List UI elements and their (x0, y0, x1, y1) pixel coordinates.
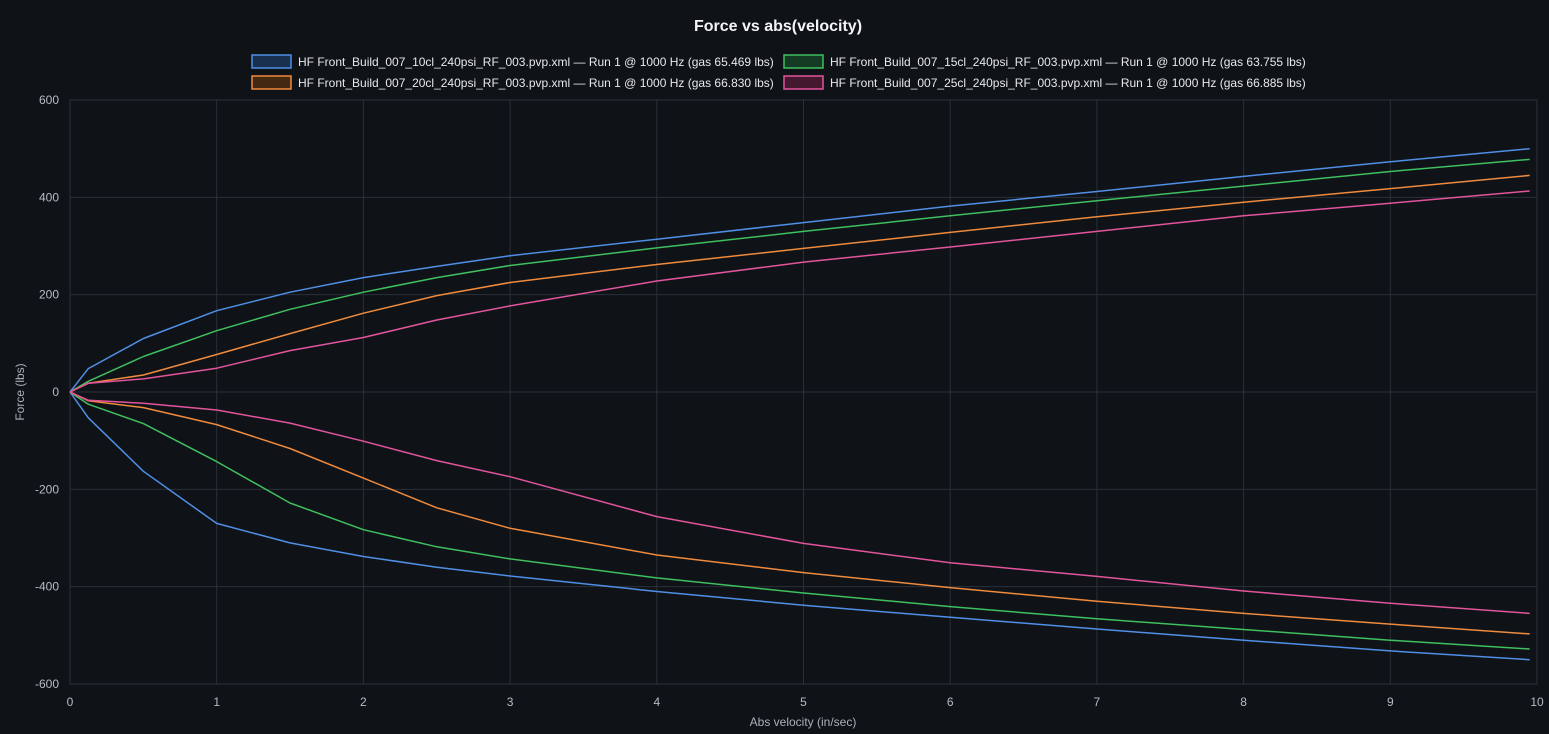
series-line-1-compression (69, 391, 1530, 661)
y-tick-label: 600 (39, 93, 59, 107)
series-lines (69, 147, 1530, 661)
x-tick-label: 2 (360, 695, 367, 709)
y-tick-label: 400 (39, 190, 59, 204)
axes: 0 1 2 3 4 5 6 7 8 9 10 600 400 200 0 -200 -400 -600 (35, 93, 1544, 709)
y-tick-label: 0 (52, 385, 59, 399)
legend-label: HF Front_Build_007_20cl_240psi_RF_003.pv… (298, 76, 774, 90)
legend-swatch (783, 75, 824, 90)
series-line-1-rebound (69, 147, 1530, 393)
x-axis-label: Abs velocity (in/sec) (750, 715, 857, 729)
legend-item-4[interactable]: HF Front_Build_007_25cl_240psi_RF_003.pv… (783, 75, 1306, 90)
y-tick-label: -400 (35, 580, 59, 594)
x-tick-label: 9 (1387, 695, 1394, 709)
series-line-4-rebound (69, 190, 1530, 393)
x-tick-label: 0 (67, 695, 74, 709)
y-tick-label: -600 (35, 677, 59, 691)
legend-item-3[interactable]: HF Front_Build_007_20cl_240psi_RF_003.pv… (251, 75, 774, 90)
series-line-2-compression (69, 391, 1530, 650)
legend-item-2[interactable]: HF Front_Build_007_15cl_240psi_RF_003.pv… (783, 54, 1306, 69)
x-tick-label: 8 (1240, 695, 1247, 709)
series-line-4-compression (69, 391, 1530, 615)
series-line-3-rebound (69, 174, 1530, 393)
x-tick-label: 1 (213, 695, 220, 709)
x-tick-label: 6 (947, 695, 954, 709)
legend[interactable]: HF Front_Build_007_10cl_240psi_RF_003.pv… (251, 54, 1306, 90)
legend-item-1[interactable]: HF Front_Build_007_10cl_240psi_RF_003.pv… (251, 54, 774, 69)
legend-label: HF Front_Build_007_15cl_240psi_RF_003.pv… (830, 55, 1306, 69)
legend-label: HF Front_Build_007_10cl_240psi_RF_003.pv… (298, 55, 774, 69)
chart-title: Force vs abs(velocity) (694, 18, 862, 35)
x-tick-label: 4 (653, 695, 660, 709)
legend-label: HF Front_Build_007_25cl_240psi_RF_003.pv… (830, 76, 1306, 90)
x-tick-label: 7 (1094, 695, 1101, 709)
legend-swatch (783, 54, 824, 69)
x-tick-label: 3 (507, 695, 514, 709)
x-tick-label: 5 (800, 695, 807, 709)
y-tick-label: 200 (39, 288, 59, 302)
legend-swatch (251, 54, 292, 69)
series-line-3-compression (69, 391, 1530, 635)
legend-swatch (251, 75, 292, 90)
y-axis-label: Force (lbs) (13, 363, 27, 420)
x-tick-label: 10 (1530, 695, 1544, 709)
series-line-2-rebound (69, 158, 1530, 393)
y-tick-label: -200 (35, 482, 59, 496)
